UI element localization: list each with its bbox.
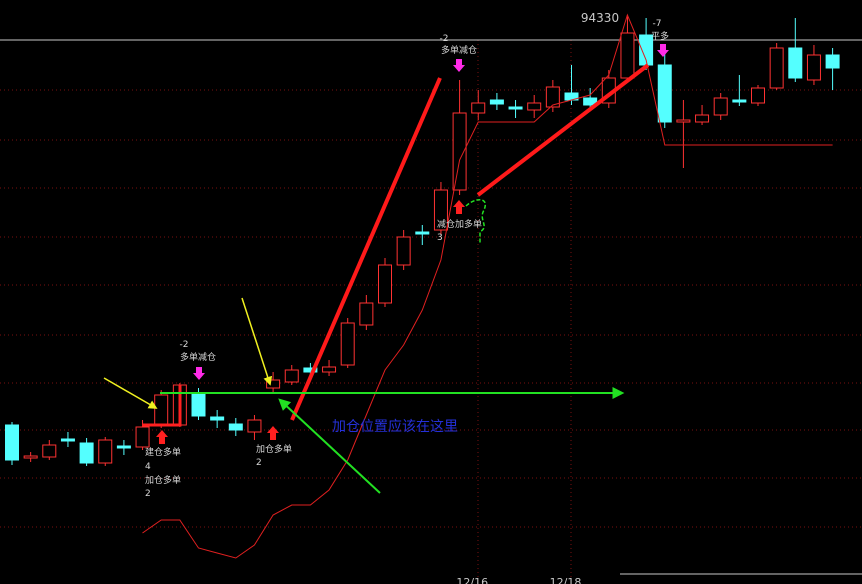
annotation: 建仓多单 bbox=[145, 446, 181, 458]
annotation: 加仓位置应该在这里 bbox=[332, 418, 458, 435]
candle-body bbox=[23, 455, 38, 459]
candle-body bbox=[545, 86, 560, 108]
candle-body bbox=[695, 114, 710, 123]
candle-body bbox=[527, 102, 542, 111]
annotations: 12/16 12/1894330-2多单减仓建仓多单4加仓多单2加仓多单2-2多单… bbox=[145, 11, 669, 584]
annotation: 平多 bbox=[651, 30, 669, 42]
candle-body bbox=[191, 392, 206, 417]
candle-body bbox=[303, 367, 318, 373]
x-tick-label: 12/16 bbox=[456, 576, 488, 584]
candle-body bbox=[489, 99, 504, 105]
candle-body bbox=[135, 426, 150, 448]
candle-body bbox=[788, 47, 803, 79]
annotation: -2 bbox=[440, 34, 449, 44]
candle-body bbox=[415, 231, 430, 235]
candle-body bbox=[620, 32, 635, 79]
candle-body bbox=[98, 439, 113, 464]
candle-body bbox=[657, 64, 672, 123]
candle-body bbox=[284, 369, 299, 383]
candle-body bbox=[825, 54, 840, 69]
candle-body bbox=[769, 47, 784, 89]
candle-body bbox=[210, 416, 225, 421]
annotation: 94330 bbox=[581, 11, 619, 25]
background-rules bbox=[0, 39, 862, 584]
candle-body bbox=[583, 97, 598, 106]
candle-body bbox=[676, 119, 691, 123]
annotation: 减仓加多单 bbox=[437, 218, 482, 230]
annotation: -2 bbox=[180, 340, 189, 350]
candle-body bbox=[154, 394, 169, 426]
drawings bbox=[103, 44, 669, 494]
candle-body bbox=[247, 419, 262, 433]
candle-body bbox=[79, 442, 94, 464]
candle-body bbox=[713, 97, 728, 116]
candle-body bbox=[5, 424, 19, 461]
candle-body bbox=[452, 112, 467, 191]
candle-body bbox=[340, 322, 355, 366]
candle-body bbox=[508, 106, 523, 110]
candle-body bbox=[228, 423, 243, 431]
candle-body bbox=[471, 102, 486, 114]
candle-body bbox=[322, 366, 337, 373]
annotation: 4 bbox=[145, 462, 151, 472]
candle-body bbox=[378, 264, 392, 304]
annotation: 2 bbox=[256, 458, 262, 468]
candles bbox=[5, 13, 840, 559]
annotation: 加仓多单 bbox=[145, 474, 181, 486]
annotation: 3 bbox=[437, 233, 443, 243]
candle-body bbox=[806, 54, 821, 81]
candle-body bbox=[433, 189, 448, 231]
candle-body bbox=[396, 236, 411, 266]
candle-body bbox=[732, 99, 747, 103]
candle-body bbox=[60, 438, 75, 442]
stop-line bbox=[142, 13, 833, 559]
annotation: 多单减仓 bbox=[441, 44, 477, 56]
annotation: -7 bbox=[653, 19, 662, 29]
x-tick-label: 12/18 bbox=[550, 576, 582, 584]
annotation: 多单减仓 bbox=[180, 351, 216, 363]
candle-body bbox=[42, 444, 57, 458]
annotation: 加仓多单 bbox=[256, 443, 292, 455]
candle-body bbox=[116, 445, 131, 449]
candle-body bbox=[751, 87, 765, 104]
candle-body bbox=[359, 302, 374, 326]
annotation: 2 bbox=[145, 489, 151, 499]
